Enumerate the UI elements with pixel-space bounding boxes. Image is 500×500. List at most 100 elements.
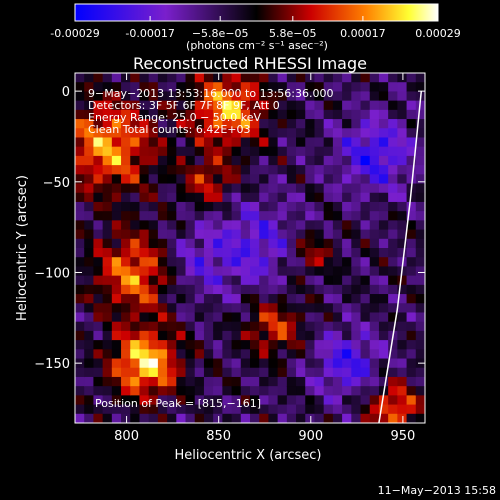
heatmap-cell	[240, 349, 251, 360]
heatmap-cell	[121, 165, 131, 175]
heatmap-cell	[130, 82, 141, 93]
heatmap-cell	[130, 257, 141, 268]
heatmap-cell	[286, 376, 297, 387]
heatmap-cell	[277, 358, 288, 369]
heatmap-cell	[397, 229, 408, 240]
heatmap-cell	[203, 119, 214, 129]
heatmap-cell	[342, 183, 352, 194]
heatmap-cell	[121, 248, 131, 258]
heatmap-cell	[406, 386, 417, 396]
heatmap-cell	[296, 358, 306, 369]
heatmap-cell	[148, 340, 159, 350]
heatmap-cell	[277, 330, 288, 341]
heatmap-cell	[176, 146, 187, 157]
heatmap-cell	[323, 275, 334, 286]
heatmap-cell	[406, 294, 417, 304]
heatmap-cell	[102, 155, 113, 166]
heatmap-cell	[130, 192, 141, 203]
heatmap-cell	[268, 192, 279, 203]
heatmap-cell	[139, 303, 150, 314]
heatmap-cell	[240, 266, 251, 277]
heatmap-cell	[222, 82, 233, 93]
heatmap-cell	[369, 395, 380, 406]
heatmap-cell	[323, 312, 334, 323]
heatmap-cell	[176, 155, 187, 166]
heatmap-cell	[342, 211, 352, 221]
heatmap-cell	[342, 358, 352, 369]
heatmap-cell	[268, 128, 279, 139]
heatmap-cell	[75, 284, 85, 295]
heatmap-cell	[157, 183, 168, 194]
heatmap-cell	[222, 211, 233, 221]
heatmap-cell	[406, 284, 417, 295]
heatmap-cell	[406, 404, 417, 415]
heatmap-cell	[102, 229, 113, 240]
heatmap-cell	[296, 229, 306, 240]
heatmap-cell	[314, 284, 325, 295]
heatmap-cell	[406, 211, 417, 221]
heatmap-cell	[342, 201, 352, 212]
heatmap-cell	[203, 220, 214, 231]
heatmap-cell	[360, 386, 371, 396]
heatmap-cell	[305, 238, 316, 249]
heatmap-cell	[305, 303, 316, 314]
heatmap-cell	[360, 238, 371, 249]
heatmap-cell	[185, 248, 196, 258]
heatmap-cell	[296, 146, 306, 157]
heatmap-cell	[84, 303, 95, 314]
heatmap-cell	[378, 312, 389, 323]
heatmap-cell	[84, 358, 95, 369]
heatmap-cell	[360, 128, 371, 139]
heatmap-cell	[351, 100, 362, 111]
heatmap-cell	[286, 349, 297, 360]
heatmap-cell	[314, 155, 325, 166]
heatmap-cell	[259, 174, 270, 185]
heatmap-cell	[121, 312, 131, 323]
heatmap-cell	[296, 201, 306, 212]
heatmap-cell	[369, 257, 380, 268]
heatmap-cell	[75, 330, 85, 341]
heatmap-cell	[277, 220, 288, 231]
heatmap-cell	[332, 266, 343, 277]
heatmap-cell	[157, 238, 168, 249]
heatmap-cell	[259, 266, 270, 277]
heatmap-cell	[213, 248, 223, 258]
heatmap-cell	[406, 201, 417, 212]
heatmap-cell	[397, 220, 408, 231]
heatmap-cell	[415, 229, 425, 240]
heatmap-cell	[185, 174, 196, 185]
heatmap-cell	[397, 201, 408, 212]
heatmap-cell	[360, 395, 371, 406]
heatmap-cell	[314, 91, 325, 102]
heatmap-cell	[342, 404, 352, 415]
heatmap-cell	[305, 294, 316, 304]
heatmap-cell	[240, 119, 251, 129]
heatmap-cell	[222, 91, 233, 102]
heatmap-cell	[102, 220, 113, 231]
heatmap-cell	[332, 312, 343, 323]
heatmap-cell	[286, 395, 297, 406]
heatmap-cell	[157, 413, 168, 423]
heatmap-cell	[268, 294, 279, 304]
heatmap-cell	[378, 257, 389, 268]
heatmap-cell	[369, 220, 380, 231]
heatmap-cell	[121, 257, 131, 268]
heatmap-cell	[286, 165, 297, 175]
heatmap-cell	[323, 183, 334, 194]
heatmap-cell	[93, 137, 104, 148]
heatmap-cell	[406, 395, 417, 406]
footer-timestamp: 11−May−2013 15:58	[378, 484, 496, 497]
heatmap-cell	[203, 367, 214, 378]
heatmap-cell	[323, 376, 334, 387]
heatmap-cell	[75, 174, 85, 185]
heatmap-cell	[222, 321, 233, 332]
heatmap-cell	[296, 91, 306, 102]
heatmap-cell	[231, 376, 242, 387]
heatmap-cell	[194, 349, 205, 360]
heatmap-cell	[277, 128, 288, 139]
heatmap-cell	[415, 119, 425, 129]
heatmap-cell	[388, 100, 398, 111]
heatmap-cell	[231, 165, 242, 175]
heatmap-cell	[378, 201, 389, 212]
heatmap-cell	[130, 330, 141, 341]
